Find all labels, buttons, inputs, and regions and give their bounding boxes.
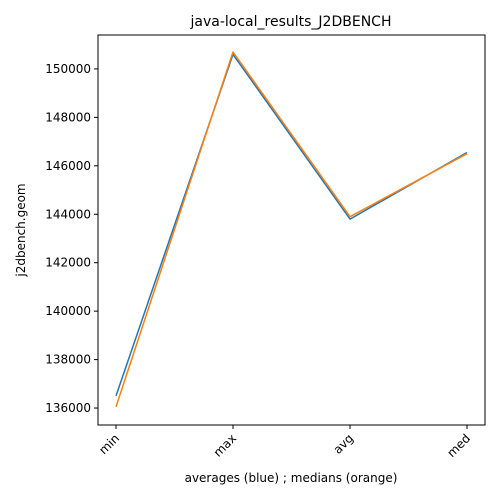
x-axis: min max avg med	[96, 425, 473, 460]
x-tick-label: max	[211, 431, 239, 459]
y-tick-label: 140000	[45, 304, 91, 318]
y-tick-label: 144000	[45, 207, 91, 221]
y-tick-label: 148000	[45, 110, 91, 124]
x-tick-label: min	[96, 431, 122, 457]
y-tick-label: 146000	[45, 159, 91, 173]
y-tick-label: 136000	[45, 401, 91, 415]
plot-frame	[97, 34, 486, 426]
y-tick-label: 138000	[45, 353, 91, 367]
plot-area	[115, 51, 468, 408]
x-tick-label: avg	[331, 431, 357, 457]
chart-title: java-local_results_J2DBENCH	[190, 14, 392, 30]
x-axis-label: averages (blue) ; medians (orange)	[185, 471, 398, 485]
y-tick-label: 150000	[45, 62, 91, 76]
y-axis-label: j2dbench.geom	[14, 183, 28, 277]
series-line-averages	[115, 53, 468, 397]
series-line-medians	[115, 51, 468, 408]
x-tick-label: med	[444, 431, 473, 460]
y-tick-label: 142000	[45, 256, 91, 270]
y-axis: 136000 138000 140000 142000 144000 146000 1480…	[45, 62, 98, 415]
